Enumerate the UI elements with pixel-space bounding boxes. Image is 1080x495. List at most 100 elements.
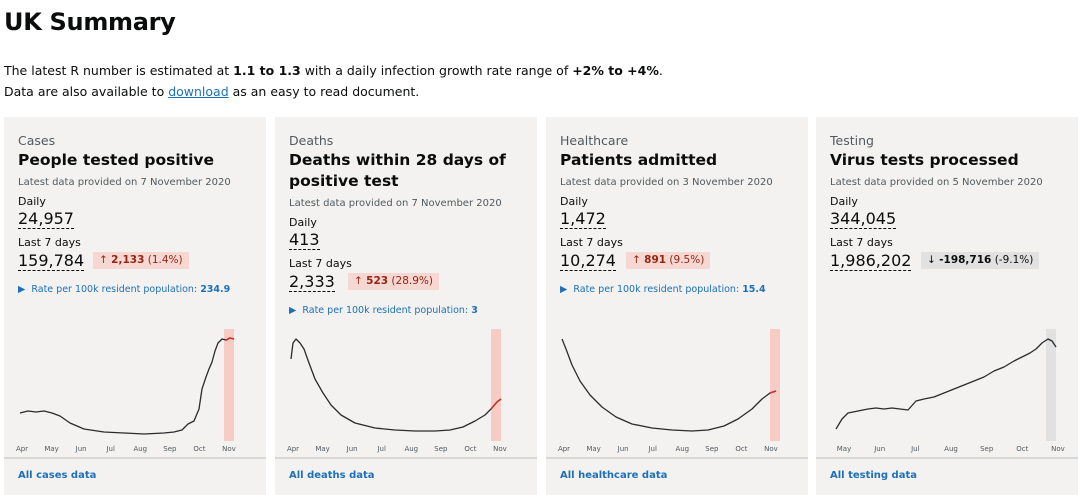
deaths-sparkline-chart: Apr May Jun Jul Aug Sep Oct Nov bbox=[287, 329, 507, 453]
all-healthcare-link[interactable]: All healthcare data bbox=[560, 470, 668, 481]
testing-sparkline-chart: May Jun Jul Aug Sep Oct Nov bbox=[835, 329, 1065, 453]
growth-range: +2% to +4% bbox=[572, 63, 659, 78]
daily-value[interactable]: 24,957 bbox=[18, 209, 74, 229]
download-sentence: Data are also available to download as a… bbox=[4, 81, 663, 102]
change-percent: (-9.1%) bbox=[994, 254, 1034, 266]
month-tick-label: Apr bbox=[558, 445, 570, 453]
arrow-up-icon: ↑ bbox=[632, 254, 641, 266]
month-tick-label: Jul bbox=[376, 445, 386, 453]
month-tick-label: Jul bbox=[647, 445, 657, 453]
month-tick-label: Nov bbox=[764, 445, 778, 453]
card-heading: Patients admitted bbox=[560, 151, 718, 169]
trend-line bbox=[835, 338, 1057, 430]
month-tick-label: Aug bbox=[675, 445, 689, 453]
week-value[interactable]: 10,274 bbox=[560, 251, 616, 271]
triangle-right-icon: ▶ bbox=[18, 284, 26, 295]
month-tick-label: May bbox=[44, 445, 58, 453]
month-tick-label: Jul bbox=[105, 445, 115, 453]
card-heading: Virus tests processed bbox=[830, 151, 1019, 169]
month-tick-label: Oct bbox=[1016, 445, 1028, 453]
daily-value[interactable]: 344,045 bbox=[830, 209, 897, 229]
week-value[interactable]: 2,333 bbox=[289, 272, 335, 292]
healthcare-sparkline-chart: Apr May Jun Jul Aug Sep Oct Nov bbox=[558, 329, 780, 453]
week-value[interactable]: 159,784 bbox=[18, 251, 85, 271]
latest-date: Latest data provided on 5 November 2020 bbox=[830, 177, 1043, 188]
month-tick-label: May bbox=[586, 445, 600, 453]
week-label: Last 7 days bbox=[560, 236, 623, 249]
cases-sparkline-chart: Apr May Jun Jul Aug Sep Oct Nov bbox=[16, 329, 236, 453]
recent-trend-line bbox=[490, 398, 502, 410]
card-heading: People tested positive bbox=[18, 151, 215, 169]
intro-prefix: The latest R number is estimated at bbox=[4, 63, 234, 78]
recent-trend-line bbox=[769, 390, 777, 394]
card-deaths: Deaths Deaths within 28 days of positive… bbox=[275, 117, 537, 495]
intro-middle: with a daily infection growth rate range… bbox=[300, 63, 573, 78]
arrow-down-icon: ↓ bbox=[927, 254, 936, 266]
download-prefix: Data are also available to bbox=[4, 84, 169, 99]
intro-text: The latest R number is estimated at 1.1 … bbox=[4, 60, 663, 102]
month-tick-label: Apr bbox=[287, 445, 299, 453]
daily-value[interactable]: 1,472 bbox=[560, 209, 606, 229]
card-cases: Cases People tested positive Latest data… bbox=[4, 117, 266, 495]
rate-label: Rate per 100k resident population: bbox=[573, 284, 740, 295]
month-tick-label: Oct bbox=[464, 445, 476, 453]
arrow-up-icon: ↑ bbox=[99, 254, 108, 266]
month-tick-label: Sep bbox=[980, 445, 994, 453]
rate-value: 3 bbox=[471, 305, 478, 316]
change-percent: (9.5%) bbox=[669, 254, 705, 266]
week-value[interactable]: 1,986,202 bbox=[830, 251, 912, 271]
all-testing-link[interactable]: All testing data bbox=[830, 470, 917, 481]
rate-value: 234.9 bbox=[200, 284, 231, 295]
last-7-days-highlight bbox=[491, 329, 501, 441]
all-cases-link[interactable]: All cases data bbox=[18, 470, 97, 481]
daily-label: Daily bbox=[560, 195, 588, 208]
week-label: Last 7 days bbox=[830, 236, 893, 249]
month-tick-label: Sep bbox=[705, 445, 719, 453]
download-link[interactable]: download bbox=[168, 84, 229, 99]
download-suffix: as an easy to read document. bbox=[228, 84, 420, 99]
rate-toggle[interactable]: ▶ Rate per 100k resident population: 3 bbox=[289, 305, 478, 316]
change-percent: (28.9%) bbox=[391, 275, 433, 287]
rate-toggle[interactable]: ▶ Rate per 100k resident population: 15.… bbox=[560, 284, 766, 295]
rate-toggle[interactable]: ▶ Rate per 100k resident population: 234… bbox=[18, 284, 230, 295]
month-tick-label: Nov bbox=[1051, 445, 1065, 453]
change-value: -198,716 bbox=[939, 254, 992, 266]
change-badge: ↑ 2,133 (1.4%) bbox=[93, 252, 189, 269]
month-tick-label: May bbox=[837, 445, 851, 453]
daily-value[interactable]: 413 bbox=[289, 230, 320, 250]
card-category: Testing bbox=[830, 133, 874, 148]
last-7-days-highlight bbox=[224, 329, 234, 441]
change-value: 523 bbox=[366, 275, 389, 287]
card-category: Deaths bbox=[289, 133, 334, 148]
arrow-up-icon: ↑ bbox=[354, 275, 363, 287]
last-7-days-highlight bbox=[1046, 329, 1056, 441]
card-heading: Deaths within 28 days of positive test bbox=[289, 151, 506, 190]
card-category: Healthcare bbox=[560, 133, 629, 148]
change-badge: ↑ 523 (28.9%) bbox=[348, 273, 439, 290]
all-deaths-link[interactable]: All deaths data bbox=[289, 470, 375, 481]
change-badge: ↑ 891 (9.5%) bbox=[626, 252, 711, 269]
card-category: Cases bbox=[18, 133, 56, 148]
week-label: Last 7 days bbox=[18, 236, 81, 249]
change-percent: (1.4%) bbox=[147, 254, 183, 266]
month-tick-label: Sep bbox=[163, 445, 177, 453]
change-badge: ↓ -198,716 (-9.1%) bbox=[921, 252, 1040, 269]
month-tick-label: Nov bbox=[222, 445, 236, 453]
card-testing: Testing Virus tests processed Latest dat… bbox=[816, 117, 1078, 495]
latest-date: Latest data provided on 7 November 2020 bbox=[18, 177, 231, 188]
month-tick-label: Jun bbox=[346, 445, 358, 453]
week-label: Last 7 days bbox=[289, 257, 352, 270]
trend-line bbox=[561, 338, 777, 432]
month-tick-label: Aug bbox=[944, 445, 958, 453]
month-tick-label: Sep bbox=[434, 445, 448, 453]
rate-label: Rate per 100k resident population: bbox=[302, 305, 469, 316]
daily-label: Daily bbox=[289, 216, 317, 229]
month-tick-label: Nov bbox=[493, 445, 507, 453]
month-tick-label: Oct bbox=[735, 445, 747, 453]
month-tick-label: Jun bbox=[75, 445, 87, 453]
change-value: 891 bbox=[644, 254, 667, 266]
month-tick-label: Jul bbox=[910, 445, 920, 453]
r-number-sentence: The latest R number is estimated at 1.1 … bbox=[4, 60, 663, 81]
triangle-right-icon: ▶ bbox=[289, 305, 297, 316]
rate-value: 15.4 bbox=[742, 284, 766, 295]
